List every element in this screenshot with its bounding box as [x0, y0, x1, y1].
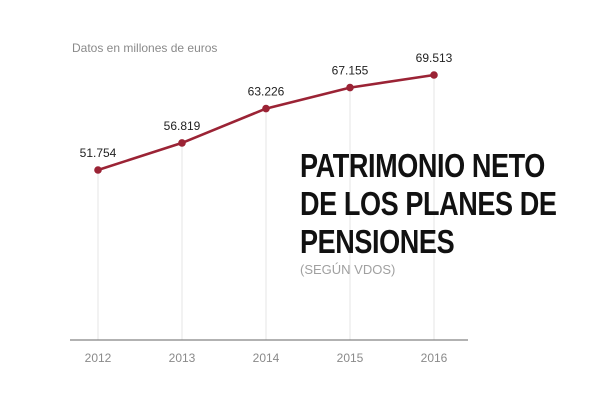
- chart-subtitle: Datos en millones de euros: [72, 41, 217, 55]
- x-tick-label: 2012: [85, 351, 112, 365]
- x-tick-label: 2014: [253, 351, 280, 365]
- data-point: [94, 166, 102, 174]
- data-point: [178, 139, 186, 147]
- data-labels: 51.754 56.819 63.226 67.155 69.513: [80, 51, 453, 160]
- chart-title: PATRIMONIO NETO DE LOS PLANES DE PENSION…: [300, 147, 590, 261]
- data-point: [262, 104, 270, 113]
- x-axis-ticks: 2012 2013 2014 2015 2016: [85, 351, 448, 365]
- data-label: 69.513: [416, 51, 453, 65]
- chart-title-line: PATRIMONIO NETO: [300, 147, 545, 184]
- chart-title-line: DE LOS PLANES DE: [300, 185, 557, 222]
- x-tick-label: 2016: [421, 351, 448, 365]
- x-tick-label: 2013: [169, 351, 196, 365]
- chart-title-line: PENSIONES: [300, 223, 455, 260]
- vertical-gridlines: [97, 74, 435, 340]
- source-note: (SEGÚN VDOS): [300, 262, 396, 277]
- data-point: [346, 83, 354, 92]
- data-label: 63.226: [248, 85, 285, 99]
- data-label: 51.754: [80, 146, 117, 160]
- data-points: [94, 71, 438, 174]
- data-label: 67.155: [332, 64, 369, 78]
- data-label: 56.819: [164, 119, 201, 133]
- x-tick-label: 2015: [337, 351, 364, 365]
- data-point: [430, 71, 438, 79]
